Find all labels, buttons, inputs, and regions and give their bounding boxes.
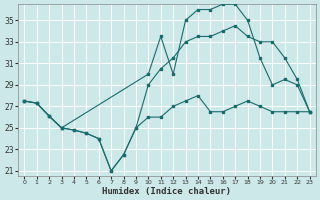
X-axis label: Humidex (Indice chaleur): Humidex (Indice chaleur): [102, 187, 231, 196]
